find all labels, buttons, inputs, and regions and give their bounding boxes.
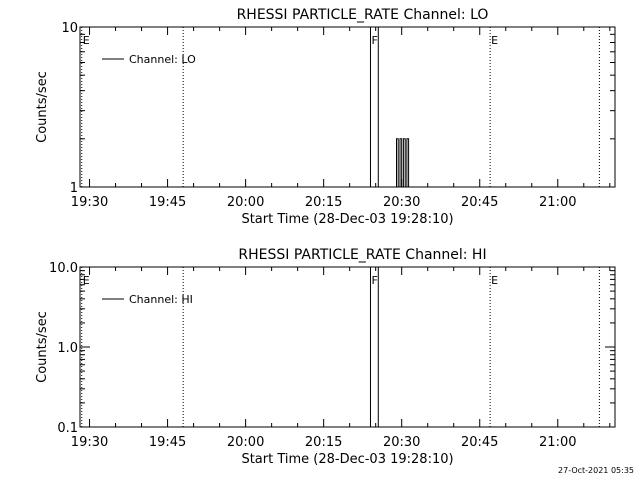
flag-label: E [83,34,90,47]
x-tick-label: 20:15 [305,435,342,450]
footer-timestamp: 27-Oct-2021 05:35 [558,466,634,475]
x-axis-label: Start Time (28-Dec-03 19:28:10) [241,212,453,227]
plot-frame [79,26,616,188]
data-series-line [396,138,410,188]
y-tick-label: 10.0 [49,261,78,276]
x-tick-label: 21:00 [539,435,576,450]
flag-label: E [83,274,90,287]
x-tick-label: 20:30 [383,435,420,450]
flag-label: E [491,274,498,287]
x-tick-label: 19:30 [71,195,108,210]
x-axis-label: Start Time (28-Dec-03 19:28:10) [241,452,453,467]
y-tick-label: 0.1 [57,421,78,436]
flag-label: E [491,34,498,47]
x-tick-label: 20:45 [461,195,498,210]
flag-label: F [371,34,377,47]
x-tick-label: 20:30 [383,195,420,210]
legend-label: Channel: HI [129,293,193,306]
x-tick-label: 19:45 [149,435,186,450]
y-axis-label: Counts/sec [35,311,50,383]
chart-title: RHESSI PARTICLE_RATE Channel: LO [237,7,489,23]
y-tick-label: 10 [61,21,78,36]
plot-frame [79,266,616,428]
flag-label: F [371,274,377,287]
x-tick-label: 20:00 [227,195,264,210]
y-tick-label: 1.0 [57,341,78,356]
x-tick-label: 19:30 [71,435,108,450]
y-tick-label: 1 [70,181,78,196]
y-axis-label: Counts/sec [35,71,50,143]
x-tick-label: 20:15 [305,195,342,210]
x-tick-label: 20:45 [461,435,498,450]
legend-label: Channel: LO [129,53,196,66]
chart-panel-1: RHESSI PARTICLE_RATE Channel: LO Counts/s… [35,7,616,227]
chart-panel-2: RHESSI PARTICLE_RATE Channel: HI Counts/s… [35,247,616,467]
x-tick-label: 21:00 [539,195,576,210]
x-tick-label: 19:45 [149,195,186,210]
chart-title: RHESSI PARTICLE_RATE Channel: HI [238,247,486,263]
x-tick-label: 20:00 [227,435,264,450]
